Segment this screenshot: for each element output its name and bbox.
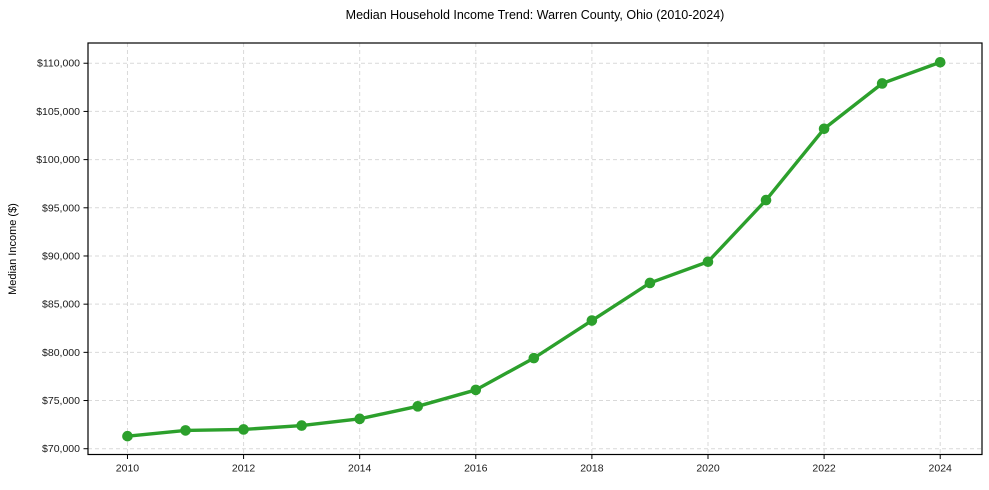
y-tick-label: $100,000 xyxy=(36,154,80,166)
data-point xyxy=(122,430,133,442)
data-point xyxy=(644,277,656,289)
trend-line xyxy=(125,60,942,438)
y-tick-label: $90,000 xyxy=(42,250,80,262)
x-tick-label: 2024 xyxy=(929,463,953,475)
data-point xyxy=(354,413,365,425)
y-tick-label: $85,000 xyxy=(42,299,80,311)
data-point xyxy=(238,424,249,435)
data-point xyxy=(934,56,946,68)
x-tick-label: 2022 xyxy=(812,463,836,475)
data-point xyxy=(528,352,540,364)
y-tick-label: $95,000 xyxy=(42,202,80,214)
data-point xyxy=(296,420,307,431)
y-tick-label: $75,000 xyxy=(42,395,80,407)
chart-title: Median Household Income Trend: Warren Co… xyxy=(345,8,725,22)
data-point xyxy=(586,315,598,326)
y-tick-label: $105,000 xyxy=(36,106,80,118)
data-point xyxy=(876,78,888,89)
x-tick-label: 2016 xyxy=(464,463,488,475)
y-tick-label: $70,000 xyxy=(42,443,80,455)
x-tick-label: 2014 xyxy=(348,463,372,475)
data-point xyxy=(760,194,772,206)
plot-border xyxy=(87,42,983,456)
data-point xyxy=(180,425,191,436)
data-point xyxy=(470,384,482,396)
x-tick-label: 2020 xyxy=(696,463,720,475)
x-tick-label: 2018 xyxy=(580,463,604,475)
x-tick-label: 2012 xyxy=(232,463,256,475)
y-tick-label: $80,000 xyxy=(42,347,80,359)
x-tick-label: 2010 xyxy=(116,463,140,475)
data-point xyxy=(412,401,424,412)
data-point xyxy=(818,123,830,135)
data-point xyxy=(702,256,714,268)
y-tick-label: $110,000 xyxy=(37,58,80,70)
